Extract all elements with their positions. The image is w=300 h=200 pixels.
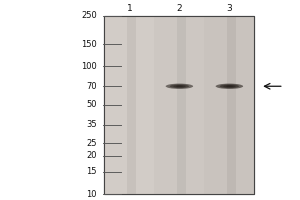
Ellipse shape — [223, 85, 236, 87]
Text: 2: 2 — [177, 4, 182, 13]
Text: 20: 20 — [87, 151, 97, 160]
Text: 10: 10 — [87, 190, 97, 199]
Ellipse shape — [173, 85, 186, 87]
Text: 3: 3 — [226, 4, 232, 13]
Bar — [227, 16, 236, 194]
Text: 35: 35 — [86, 120, 97, 129]
Text: 250: 250 — [81, 11, 97, 20]
Ellipse shape — [220, 84, 239, 88]
Text: 25: 25 — [87, 139, 97, 148]
Bar — [104, 16, 254, 194]
Bar — [104, 16, 254, 194]
Ellipse shape — [176, 86, 183, 87]
Text: 100: 100 — [81, 62, 97, 71]
Bar — [127, 16, 136, 194]
Text: 1: 1 — [127, 4, 132, 13]
Bar — [177, 16, 186, 194]
Text: 70: 70 — [86, 82, 97, 91]
Ellipse shape — [166, 84, 193, 89]
Ellipse shape — [170, 84, 189, 88]
Text: 150: 150 — [81, 40, 97, 49]
Ellipse shape — [226, 86, 233, 87]
Bar — [204, 16, 254, 194]
Ellipse shape — [216, 84, 243, 89]
Text: 15: 15 — [87, 167, 97, 176]
Text: 50: 50 — [87, 100, 97, 109]
Bar — [104, 16, 154, 194]
Bar — [154, 16, 204, 194]
